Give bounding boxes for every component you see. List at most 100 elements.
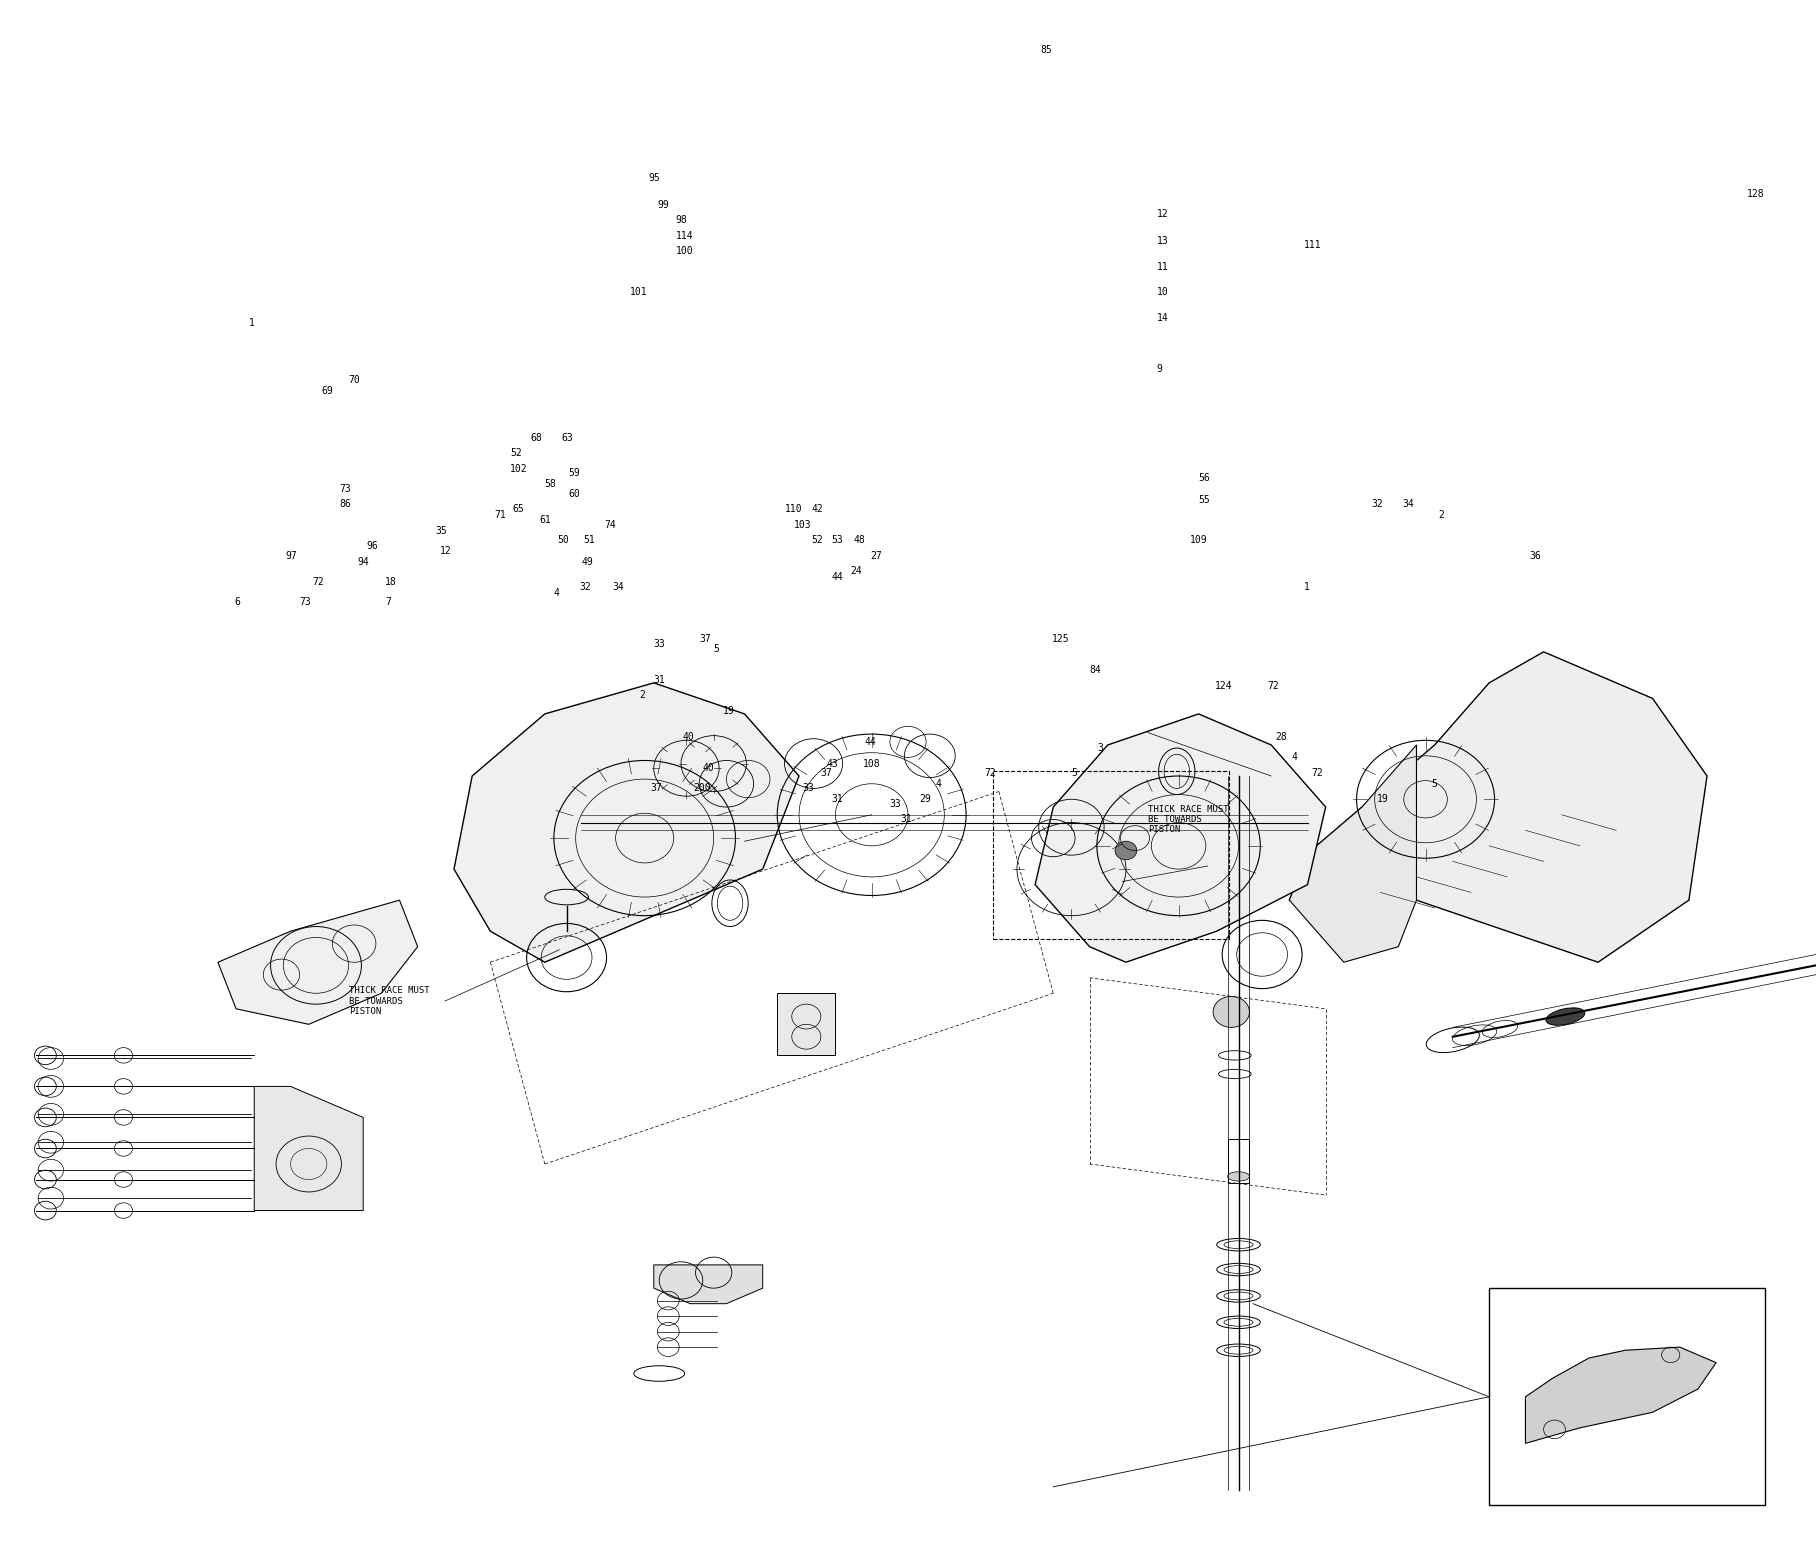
Text: 7: 7 (385, 598, 390, 607)
Text: 100: 100 (676, 247, 694, 256)
Polygon shape (1289, 652, 1707, 962)
Text: 94: 94 (358, 557, 369, 566)
Polygon shape (1525, 1347, 1716, 1443)
Text: 85: 85 (1041, 45, 1051, 54)
Text: 2: 2 (639, 691, 645, 700)
Text: 33: 33 (803, 784, 814, 793)
Text: 73: 73 (300, 598, 311, 607)
Text: 9: 9 (1157, 365, 1162, 374)
Text: 37: 37 (821, 768, 832, 778)
Text: 124: 124 (1215, 681, 1233, 691)
Text: 99: 99 (657, 200, 668, 210)
Text: 12: 12 (439, 546, 450, 556)
Text: 68: 68 (530, 433, 541, 442)
Text: 36: 36 (1529, 551, 1540, 560)
Text: 5: 5 (1071, 768, 1077, 778)
Text: 5: 5 (714, 644, 719, 653)
Text: 13: 13 (1157, 236, 1168, 245)
Ellipse shape (1545, 1007, 1585, 1026)
Text: 101: 101 (630, 287, 648, 296)
Text: 29: 29 (919, 795, 930, 804)
Text: 37: 37 (650, 784, 661, 793)
Text: 73: 73 (340, 484, 350, 494)
Text: 6: 6 (234, 598, 240, 607)
Text: 200: 200 (694, 784, 712, 793)
Polygon shape (654, 1265, 763, 1304)
Text: 4: 4 (1291, 753, 1297, 762)
Text: 50: 50 (558, 535, 568, 545)
Text: 108: 108 (863, 759, 881, 768)
Text: 52: 52 (812, 535, 823, 545)
Text: 4: 4 (554, 588, 559, 598)
Text: 59: 59 (568, 469, 579, 478)
Text: 74: 74 (605, 520, 616, 529)
Text: 56: 56 (1199, 473, 1209, 483)
Text: 5: 5 (1431, 779, 1436, 788)
Bar (993, 771, 1229, 939)
Text: 2: 2 (1438, 511, 1444, 520)
Polygon shape (777, 993, 835, 1055)
Text: 52: 52 (510, 449, 521, 458)
Text: 32: 32 (1371, 500, 1382, 509)
Text: 70: 70 (349, 376, 360, 385)
Ellipse shape (1228, 1172, 1249, 1181)
Circle shape (1115, 841, 1137, 860)
Text: 102: 102 (510, 464, 528, 473)
Text: 55: 55 (1199, 495, 1209, 504)
Text: 33: 33 (654, 639, 665, 649)
Text: 71: 71 (494, 511, 505, 520)
Polygon shape (454, 683, 799, 962)
Text: 31: 31 (832, 795, 843, 804)
Text: 43: 43 (826, 759, 837, 768)
Text: 72: 72 (984, 768, 995, 778)
Text: 114: 114 (676, 231, 694, 241)
Text: 24: 24 (850, 566, 861, 576)
Text: 58: 58 (545, 480, 556, 489)
Text: 86: 86 (340, 500, 350, 509)
Polygon shape (1035, 714, 1326, 962)
Text: 4: 4 (935, 779, 941, 788)
Text: 14: 14 (1157, 314, 1168, 323)
Text: 63: 63 (561, 433, 572, 442)
Polygon shape (1289, 745, 1416, 962)
Text: 37: 37 (699, 635, 710, 644)
Text: 51: 51 (583, 535, 594, 545)
Text: 49: 49 (581, 557, 592, 566)
Circle shape (1213, 996, 1249, 1027)
Text: 12: 12 (1157, 210, 1168, 219)
Text: 65: 65 (512, 504, 523, 514)
Text: 11: 11 (1157, 262, 1168, 272)
Bar (1489, 1288, 1765, 1505)
Text: 40: 40 (703, 764, 714, 773)
Text: 32: 32 (579, 582, 590, 591)
Text: 44: 44 (864, 737, 875, 747)
Text: 111: 111 (1304, 241, 1322, 250)
Text: 28: 28 (1275, 733, 1286, 742)
Text: 1: 1 (1304, 582, 1309, 591)
Polygon shape (254, 1086, 363, 1211)
Text: 53: 53 (832, 535, 843, 545)
Text: 33: 33 (890, 799, 901, 809)
Polygon shape (218, 900, 418, 1024)
Text: 95: 95 (648, 174, 659, 183)
Text: 44: 44 (832, 573, 843, 582)
Text: 60: 60 (568, 489, 579, 498)
Text: 72: 72 (1268, 681, 1278, 691)
Text: 48: 48 (854, 535, 864, 545)
Text: 125: 125 (1051, 635, 1070, 644)
Text: THICK RACE MUST
BE TOWARDS
PISTON: THICK RACE MUST BE TOWARDS PISTON (349, 986, 429, 1017)
Text: 10: 10 (1157, 287, 1168, 296)
Text: 96: 96 (367, 542, 378, 551)
Text: 84: 84 (1090, 666, 1100, 675)
Text: 42: 42 (812, 504, 823, 514)
Text: 3: 3 (1097, 743, 1102, 753)
Text: 72: 72 (1311, 768, 1322, 778)
Text: 35: 35 (436, 526, 447, 535)
Text: 110: 110 (785, 504, 803, 514)
Text: 40: 40 (683, 733, 694, 742)
Text: 19: 19 (1377, 795, 1387, 804)
Text: 61: 61 (539, 515, 550, 525)
Text: 19: 19 (723, 706, 734, 715)
Text: THICK RACE MUST
BE TOWARDS
PISTON: THICK RACE MUST BE TOWARDS PISTON (1148, 804, 1228, 835)
Text: 97: 97 (285, 551, 296, 560)
